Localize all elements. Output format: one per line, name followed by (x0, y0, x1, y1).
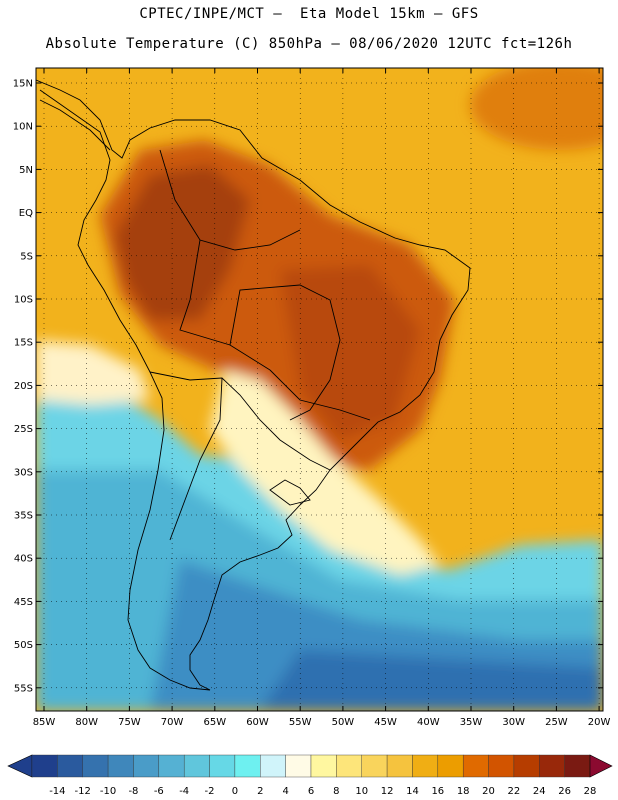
colorbar-swatch (412, 754, 439, 778)
colorbar-min-arrow (7, 754, 33, 778)
graticule (36, 68, 603, 711)
colorbar-swatch (57, 754, 83, 778)
colorbar-swatch (310, 754, 337, 778)
latitude-label: 15S (14, 338, 33, 349)
colorbar-label: 2 (257, 786, 263, 797)
longitude-label: 20W (588, 717, 611, 728)
colorbar-swatch (361, 754, 388, 778)
latitude-label: 10N (13, 122, 33, 133)
colorbar-swatch (539, 754, 565, 778)
latitude-label: EQ (19, 208, 33, 219)
longitude-label: 45W (374, 717, 397, 728)
colorbar-label: -14 (49, 786, 65, 797)
colorbar-label: 8 (333, 786, 339, 797)
longitude-label: 25W (545, 717, 568, 728)
colorbar-swatch (209, 754, 236, 778)
latitude-label: 5N (19, 165, 33, 176)
colorbar-swatch (386, 754, 413, 778)
longitude-label: 75W (118, 717, 141, 728)
colorbar-swatch (285, 754, 312, 778)
colorbar-label: 26 (558, 786, 571, 797)
colorbar-swatch (513, 754, 540, 778)
colorbar-swatch (107, 754, 134, 778)
colorbar (7, 754, 613, 778)
colorbar-label: -2 (205, 786, 215, 797)
latitude-label: 45S (14, 597, 33, 608)
colorbar-swatch (82, 754, 109, 778)
colorbar-label: 22 (508, 786, 521, 797)
colorbar-swatch (31, 754, 58, 778)
colorbar-label: 12 (381, 786, 394, 797)
colorbar-label: 16 (431, 786, 444, 797)
coastline (36, 79, 471, 691)
latitude-label: 10S (14, 295, 33, 306)
latitude-label: 50S (14, 640, 33, 651)
colorbar-label: 4 (282, 786, 288, 797)
colorbar-labels: -14 -12 -10 -8 -6 -4 -2 0 2 4 6 8 10 12 14 16 18 20 22 24 26… (49, 786, 596, 797)
colorbar-label: -8 (128, 786, 138, 797)
map-frame (35, 67, 604, 712)
colorbar-label: -4 (179, 786, 189, 797)
latitude-label: 5S (20, 251, 33, 262)
longitude-label: 40W (417, 717, 440, 728)
longitude-label: 80W (75, 717, 98, 728)
latitude-label: 55S (14, 683, 33, 694)
colorbar-swatch (260, 754, 286, 778)
latitude-label: 20S (14, 381, 33, 392)
colorbar-swatch (437, 754, 464, 778)
latitude-label: 15N (13, 79, 33, 90)
longitude-label: 60W (246, 717, 269, 728)
latitude-labels: 15N 10N 5N EQ 5S 10S 15S 20S 25S 30S 35S 40S 45S 50S 5… (13, 79, 33, 695)
temperature-field (36, 68, 603, 711)
axis-ticks (36, 68, 603, 711)
latitude-label: 40S (14, 554, 33, 565)
longitude-label: 50W (332, 717, 355, 728)
colorbar-swatch (564, 754, 591, 778)
longitude-label: 55W (289, 717, 312, 728)
colorbar-label: -10 (100, 786, 116, 797)
colorbar-swatch (462, 754, 489, 778)
longitude-labels: 85W 80W 75W 70W 65W 60W 55W 50W 45W 40W 35W 30W 25W 2… (33, 717, 611, 728)
chart-title-line-2: Absolute Temperature (C) 850hPa – 08/06/… (45, 36, 573, 52)
longitude-label: 70W (161, 717, 184, 728)
colorbar-max-arrow (589, 754, 613, 778)
colorbar-swatch (234, 754, 261, 778)
colorbar-swatch (133, 754, 160, 778)
colorbar-label: 20 (482, 786, 495, 797)
colorbar-label: -12 (75, 786, 91, 797)
colorbar-label: 10 (355, 786, 368, 797)
latitude-label: 25S (14, 424, 33, 435)
chart-title-line-1: CPTEC/INPE/MCT – Eta Model 15km – GFS (139, 6, 479, 22)
colorbar-label: 24 (533, 786, 546, 797)
colorbar-swatch (336, 754, 362, 778)
colorbar-label: 6 (308, 786, 314, 797)
colorbar-label: -6 (154, 786, 164, 797)
latitude-label: 30S (14, 467, 33, 478)
colorbar-label: 28 (584, 786, 597, 797)
colorbar-swatch (183, 754, 210, 778)
colorbar-swatch (158, 754, 185, 778)
colorbar-label: 0 (232, 786, 238, 797)
longitude-label: 30W (502, 717, 525, 728)
latitude-label: 35S (14, 511, 33, 522)
longitude-label: 35W (460, 717, 483, 728)
colorbar-swatch (488, 754, 515, 778)
colorbar-label: 18 (457, 786, 470, 797)
longitude-label: 65W (203, 717, 226, 728)
colorbar-label: 14 (406, 786, 419, 797)
longitude-label: 85W (33, 717, 56, 728)
